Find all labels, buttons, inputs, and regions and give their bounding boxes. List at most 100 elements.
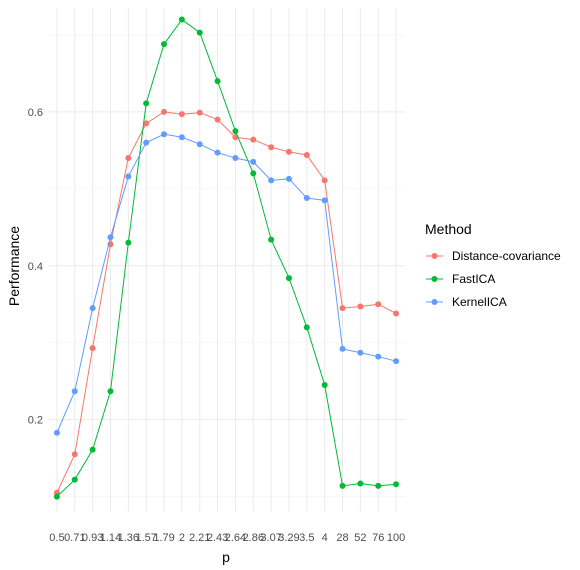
x-tick-label: 2.21 — [189, 532, 210, 544]
legend-label: FastICA — [452, 272, 495, 286]
data-point — [285, 175, 292, 182]
data-point — [339, 305, 346, 312]
data-point — [375, 301, 382, 308]
data-point — [125, 155, 132, 162]
legend-items: Distance-covariance FastICA KernelICA — [426, 249, 561, 309]
data-point — [250, 136, 257, 143]
series-fastica — [53, 16, 400, 500]
data-point — [339, 482, 346, 489]
data-point — [303, 151, 310, 158]
y-tick-label: 0.2 — [28, 415, 43, 427]
x-tick-label: 3.07 — [260, 532, 281, 544]
data-point — [71, 451, 78, 458]
x-tick-label: 28 — [336, 532, 348, 544]
series-layer — [53, 16, 400, 500]
data-point — [89, 305, 96, 312]
x-tick-label: 76 — [372, 532, 384, 544]
series-kernelica — [53, 131, 400, 436]
data-point — [161, 41, 168, 48]
data-point — [53, 429, 60, 436]
series-line — [56, 18, 397, 497]
legend-item: Distance-covariance — [426, 249, 561, 263]
x-axis-title: p — [222, 549, 230, 565]
data-point — [196, 109, 203, 116]
data-point — [214, 116, 221, 123]
legend-item: FastICA — [426, 272, 495, 286]
y-axis-title: Performance — [6, 226, 22, 306]
series-line — [56, 111, 397, 493]
data-point — [321, 382, 328, 389]
data-point — [107, 388, 114, 395]
data-point — [125, 173, 132, 180]
minor-gridlines — [48, 34, 405, 497]
legend-item: KernelICA — [426, 295, 507, 309]
data-point — [214, 149, 221, 156]
data-point — [143, 139, 150, 146]
series-distance-covariance — [53, 108, 400, 496]
legend-key-point — [431, 276, 438, 282]
data-point — [321, 197, 328, 204]
legend-label: Distance-covariance — [452, 249, 561, 263]
data-point — [375, 353, 382, 360]
data-point — [143, 120, 150, 127]
x-tick-label: 2.86 — [243, 532, 264, 544]
data-point — [303, 324, 310, 331]
x-tick-label: 3.5 — [299, 532, 314, 544]
x-tick-label: 4 — [322, 532, 328, 544]
data-point — [178, 134, 185, 141]
data-point — [357, 480, 364, 487]
data-point — [303, 195, 310, 202]
x-tick-label: 1.36 — [118, 532, 139, 544]
legend-key-point — [431, 253, 438, 259]
x-tick-label: 100 — [387, 532, 405, 544]
series-line — [56, 133, 397, 433]
data-point — [196, 141, 203, 148]
data-point — [107, 234, 114, 241]
data-point — [125, 239, 132, 246]
data-point — [161, 108, 168, 115]
major-gridlines — [48, 8, 405, 512]
data-point — [232, 128, 239, 135]
data-point — [178, 111, 185, 118]
data-point — [357, 349, 364, 356]
data-point — [285, 275, 292, 282]
x-tick-label: 3.29 — [278, 532, 299, 544]
x-tick-label: 1.79 — [153, 532, 174, 544]
x-tick-label: 0.71 — [64, 532, 85, 544]
y-tick-label: 0.4 — [28, 261, 43, 273]
x-tick-label: 2.64 — [225, 532, 246, 544]
data-point — [285, 148, 292, 155]
y-tick-label: 0.6 — [28, 107, 43, 119]
data-point — [375, 482, 382, 489]
data-point — [232, 155, 239, 162]
data-point — [71, 476, 78, 483]
x-tick-label: 0.5 — [49, 532, 64, 544]
x-axis-ticks: 0.5 0.710.931.141.361.571.79 2 2.212.432.64… — [49, 532, 405, 544]
y-axis-ticks: 0.2 0.4 0.6 — [28, 107, 43, 427]
data-point — [321, 177, 328, 184]
data-point — [357, 303, 364, 310]
data-point — [214, 78, 221, 85]
legend-label: KernelICA — [452, 295, 507, 309]
data-point — [268, 177, 275, 184]
data-point — [268, 236, 275, 243]
data-point — [268, 144, 275, 151]
data-point — [143, 100, 150, 107]
data-point — [393, 358, 400, 365]
x-tick-label: 2.43 — [207, 532, 228, 544]
data-point — [53, 493, 60, 500]
data-point — [89, 446, 96, 453]
x-tick-label: 52 — [354, 532, 366, 544]
x-tick-label: 1.14 — [100, 532, 121, 544]
data-point — [250, 170, 257, 177]
data-point — [196, 29, 203, 36]
x-tick-label: 0.93 — [82, 532, 103, 544]
data-point — [339, 345, 346, 352]
legend-title: Method — [425, 221, 472, 237]
data-point — [89, 345, 96, 352]
data-point — [178, 16, 185, 23]
legend-key-point — [431, 299, 438, 305]
legend: Method Distance-covariance FastICA KernelI… — [425, 221, 561, 309]
x-tick-label: 2 — [179, 532, 185, 544]
